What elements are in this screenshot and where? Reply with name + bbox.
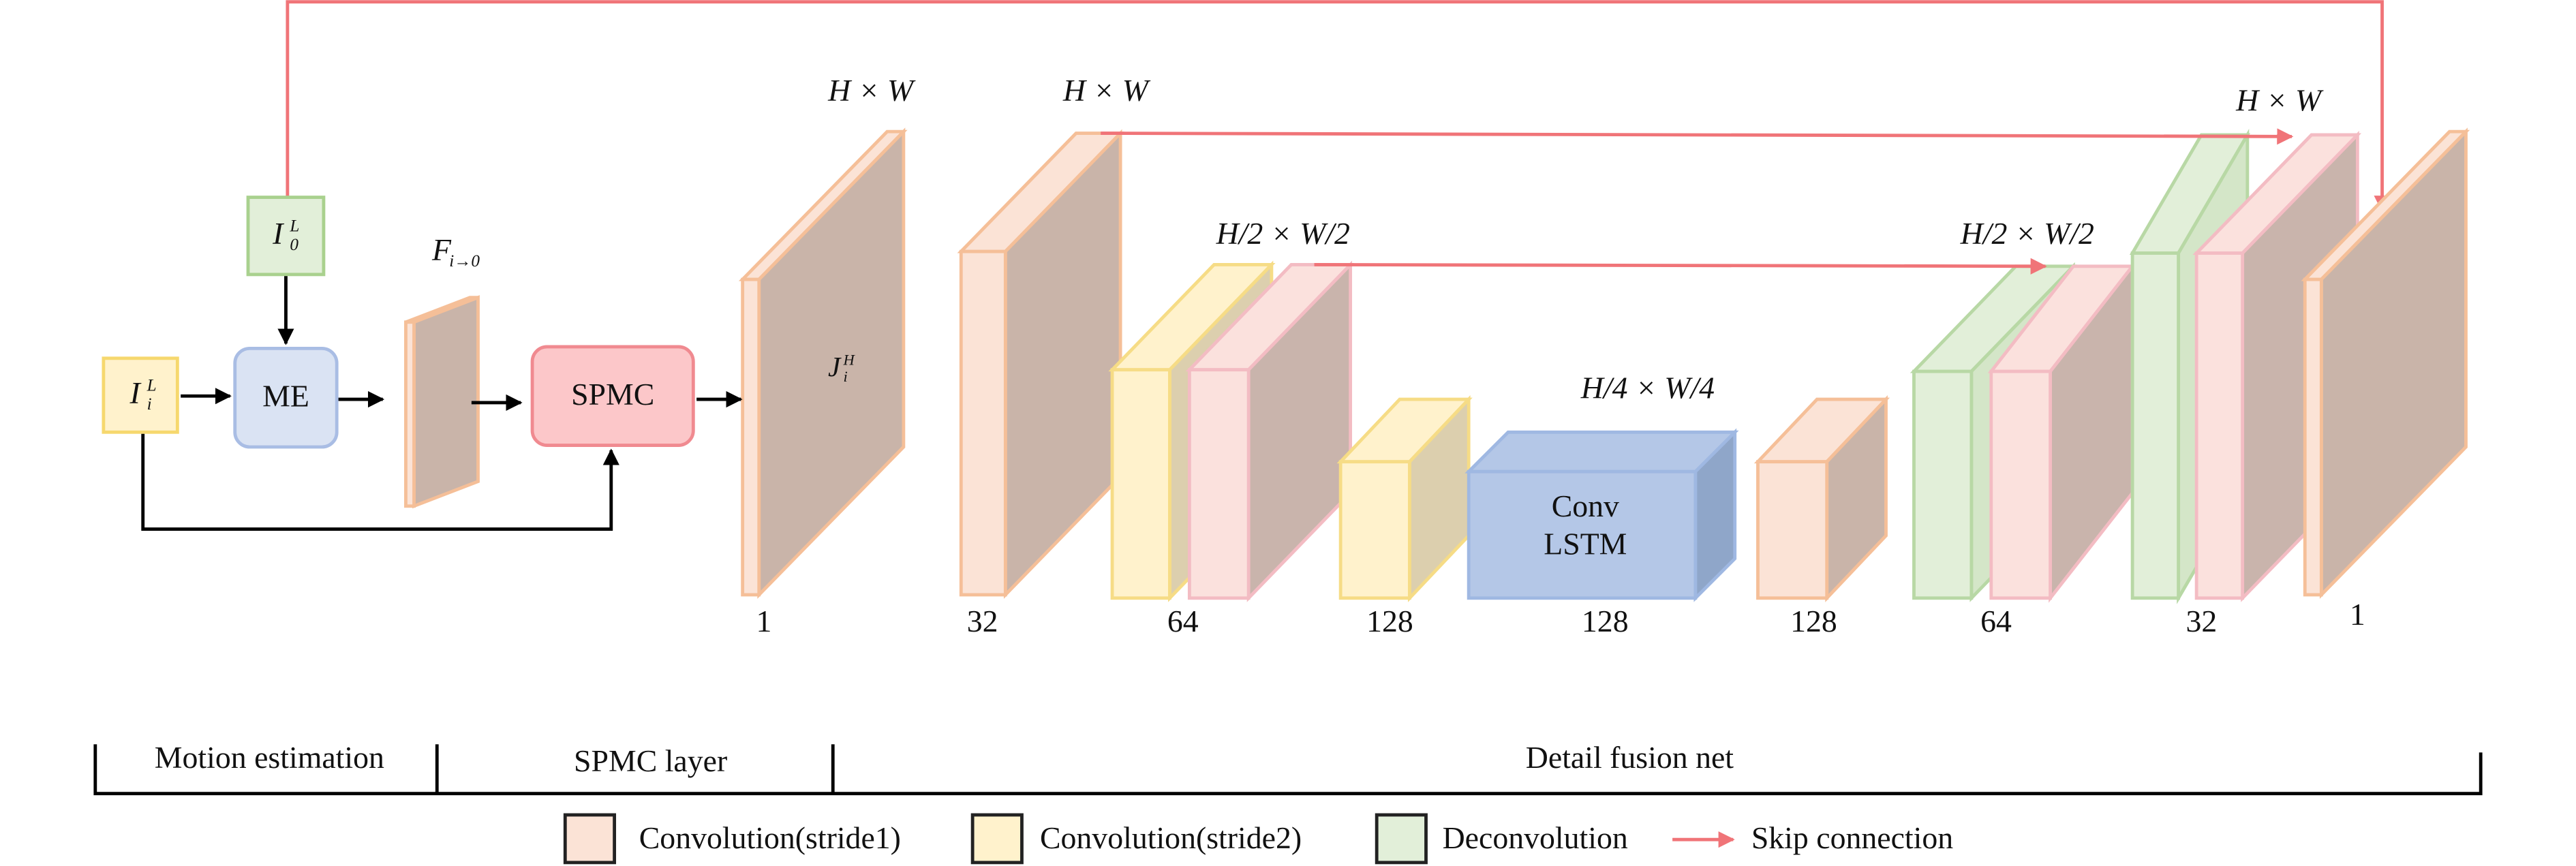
input-box <box>246 196 326 277</box>
module-label: Conv <box>1552 489 1619 523</box>
math-sup: H <box>843 352 856 369</box>
block-front <box>1338 460 1411 600</box>
legend-label: Convolution(stride2) <box>1040 820 1302 855</box>
module-box <box>530 345 695 447</box>
math-label: I <box>272 216 285 251</box>
resolution-label: H × W <box>1062 73 1151 108</box>
channel-label: 1 <box>756 604 772 638</box>
section-label: Detail fusion net <box>1526 740 1734 775</box>
math-sup: L <box>289 217 299 235</box>
legend-swatch <box>970 813 1024 865</box>
channel-label: 32 <box>2186 604 2217 638</box>
block-front <box>2194 251 2245 600</box>
math-sub: i <box>147 395 152 414</box>
math-label: I <box>129 375 142 410</box>
math-sub: i <box>844 368 848 385</box>
skip-arrow <box>1101 128 2294 145</box>
channel-label: 128 <box>1582 604 1629 638</box>
resolution-label: H × W <box>827 73 916 108</box>
math-label: J <box>828 351 842 382</box>
block-front <box>1912 369 1974 600</box>
block-front <box>959 249 1007 597</box>
block-front <box>1467 469 1698 600</box>
block-front <box>2303 277 2323 597</box>
legend-label: Skip connection <box>1751 820 1953 855</box>
skip-arrow <box>286 0 2391 213</box>
block-front <box>1989 369 2052 600</box>
math-sub: 0 <box>290 236 298 254</box>
section-label: Motion estimation <box>155 740 384 775</box>
block-front <box>2130 251 2181 600</box>
math-label: F <box>431 232 452 267</box>
block-front <box>741 277 761 597</box>
skip-arrow <box>1314 258 2047 275</box>
channel-label: 64 <box>1980 604 2012 638</box>
module-label: SPMC <box>571 377 654 412</box>
block-top <box>1465 430 1739 474</box>
block-front <box>404 320 416 508</box>
legend-label: Deconvolution <box>1443 820 1628 855</box>
math-sub: i→0 <box>449 252 480 270</box>
legend-swatch <box>1375 813 1428 865</box>
block-front <box>1187 368 1251 600</box>
block-front <box>1756 460 1829 600</box>
module-label: LSTM <box>1544 527 1627 561</box>
math-sup: L <box>147 376 157 395</box>
channel-label: 1 <box>2350 597 2365 632</box>
channel-label: 32 <box>967 604 998 638</box>
arrow <box>141 433 619 531</box>
resolution-label: H/2 × W/2 <box>1216 216 1350 251</box>
legend-label: Convolution(stride1) <box>639 820 901 855</box>
channel-label: 128 <box>1790 604 1837 638</box>
resolution-label: H × W <box>2235 83 2324 118</box>
input-box <box>102 356 179 434</box>
channel-label: 128 <box>1366 604 1413 638</box>
legend-swatch <box>563 813 617 865</box>
resolution-label: H/4 × W/4 <box>1580 371 1715 405</box>
module-label: ME <box>262 379 309 414</box>
block-side <box>412 295 480 509</box>
resolution-label: H/2 × W/2 <box>1960 216 2094 251</box>
block-front <box>1110 368 1171 600</box>
section-bracket <box>93 744 2483 796</box>
module-box <box>233 346 339 449</box>
channel-label: 64 <box>1167 604 1199 638</box>
section-label: SPMC layer <box>574 743 727 778</box>
